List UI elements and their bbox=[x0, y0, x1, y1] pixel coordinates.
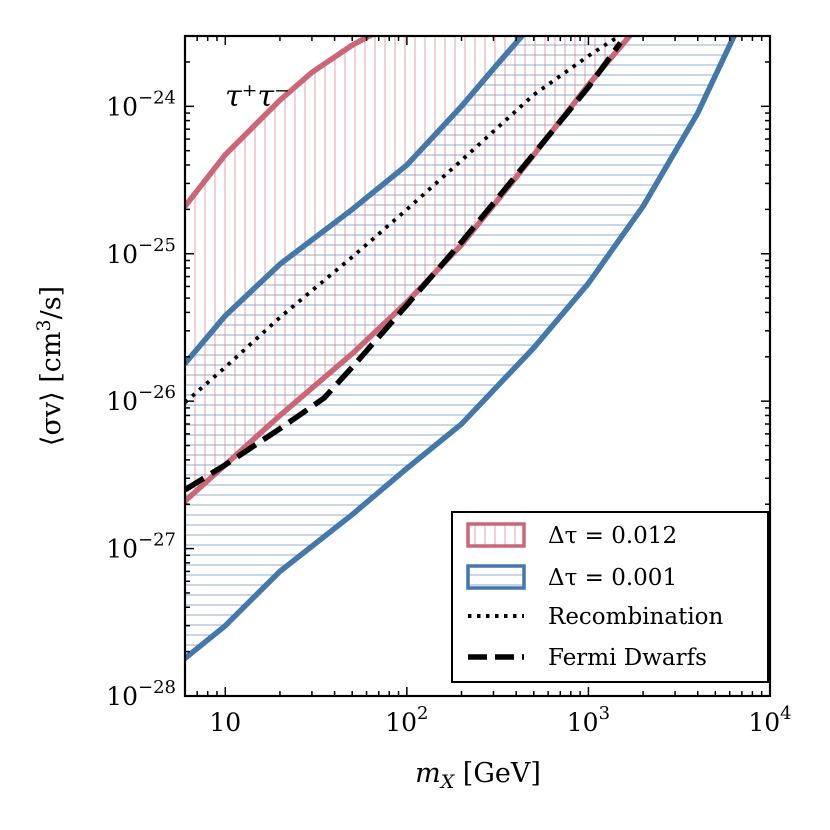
legend-label: Δτ = 0.012 bbox=[548, 523, 677, 549]
red-upper-curve bbox=[185, 36, 376, 210]
curves bbox=[185, 36, 738, 662]
tick-labels: 10 102 103 104 10−28 10−27 10−26 10−25 10−24 bbox=[106, 87, 791, 737]
y-tick-label: 10−24 bbox=[106, 87, 176, 121]
y-tick-label: 10−27 bbox=[106, 530, 176, 564]
recombination-curve bbox=[185, 36, 623, 404]
legend-label: Fermi Dwarfs bbox=[548, 645, 707, 671]
plot-frame bbox=[183, 34, 772, 698]
red-hatched-region bbox=[185, 36, 630, 502]
x-tick-label: 103 bbox=[567, 703, 610, 737]
y-axis-label: ⟨σv⟩ [cm3/s] bbox=[33, 286, 67, 446]
x-axis-label: mX [GeV] bbox=[415, 758, 541, 793]
blue-lower-curve bbox=[185, 36, 738, 662]
hatched-regions bbox=[185, 36, 735, 659]
blue-hatched-region bbox=[185, 36, 735, 659]
x-tick-label: 10 bbox=[209, 708, 241, 737]
y-tick-label: 10−25 bbox=[106, 235, 176, 269]
x-tick-label: 102 bbox=[385, 703, 428, 737]
x-tick-label: 104 bbox=[748, 703, 791, 737]
y-tick-label: 10−28 bbox=[106, 677, 176, 711]
blue-upper-curve bbox=[185, 36, 526, 367]
legend: Δτ = 0.012 Δτ = 0.001 Recombination Fermi D… bbox=[451, 511, 769, 683]
y-tick-label: 10−26 bbox=[106, 382, 176, 416]
legend-label: Recombination bbox=[548, 604, 724, 630]
legend-swatch bbox=[466, 564, 526, 590]
fermi-dwarfs-curve bbox=[185, 41, 623, 493]
annotation-label: τ⁺τ⁻ bbox=[225, 79, 290, 114]
legend-label: Δτ = 0.001 bbox=[548, 565, 677, 591]
legend-swatch bbox=[466, 522, 526, 548]
